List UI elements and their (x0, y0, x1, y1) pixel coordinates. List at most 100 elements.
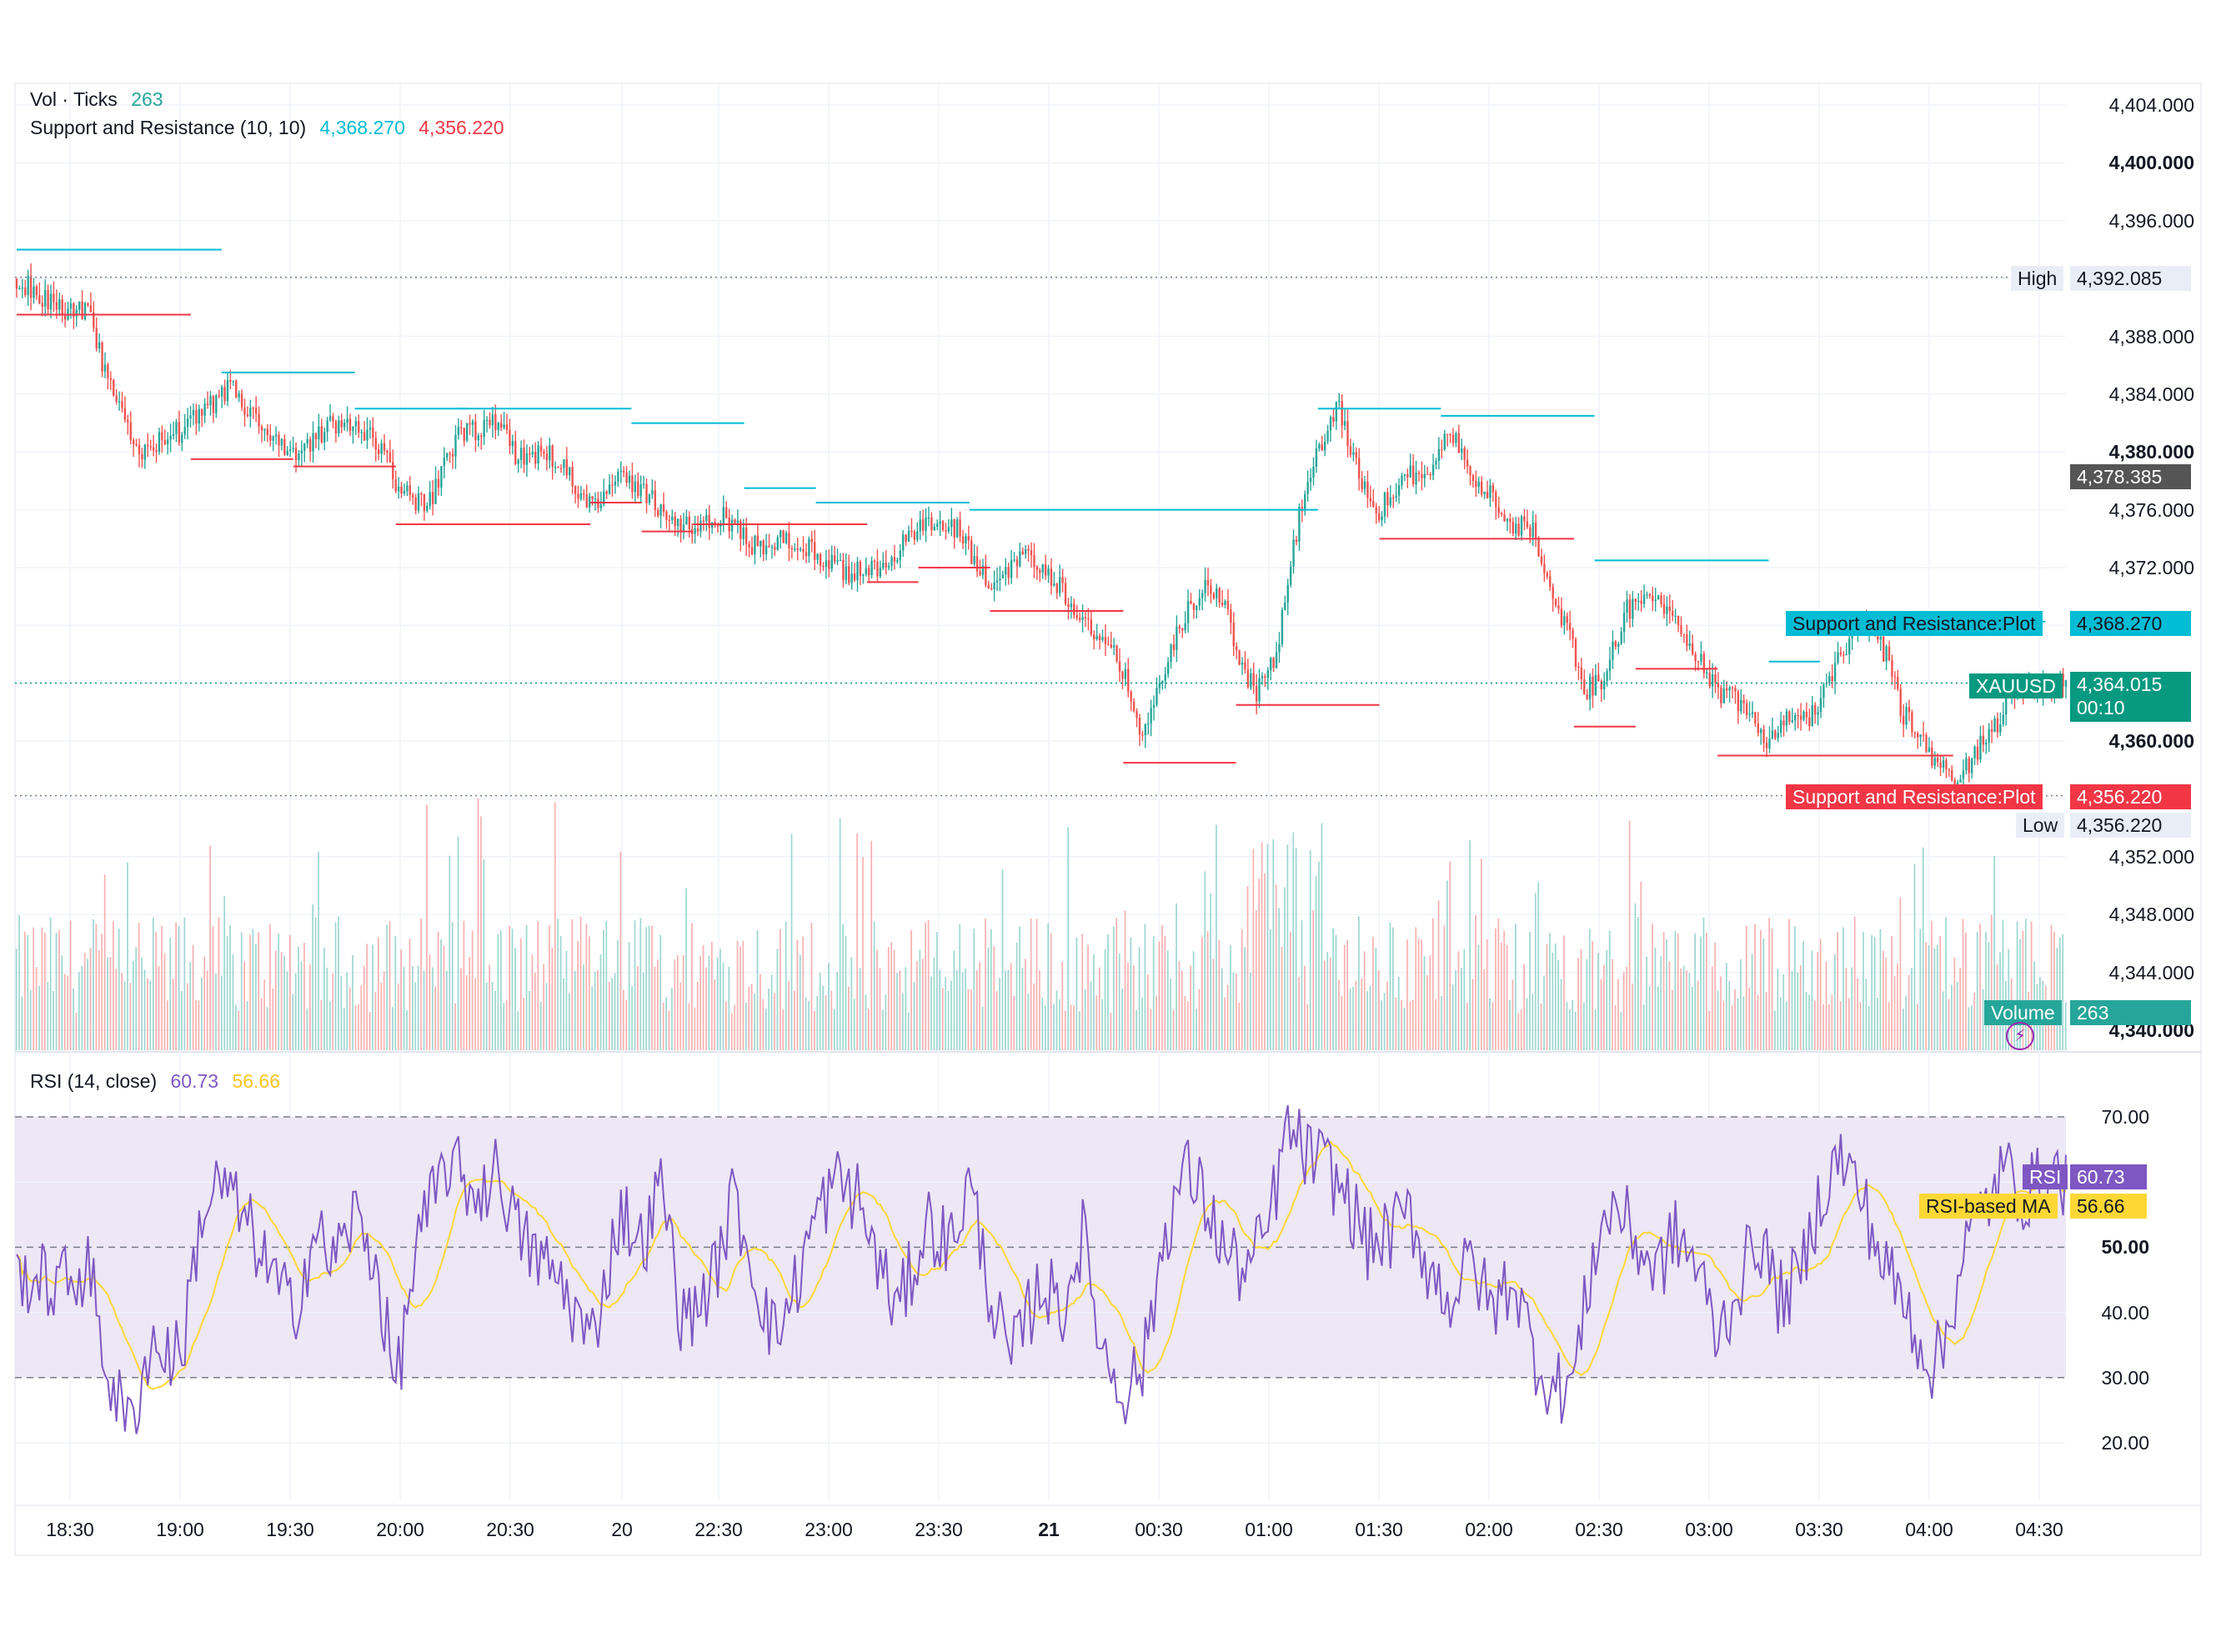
time-tick-label: 19:30 (266, 1519, 314, 1540)
volume-bar (294, 973, 297, 1050)
candle-body (394, 478, 397, 492)
volume-bar (1779, 997, 1782, 1050)
volume-bar (1156, 996, 1157, 1050)
candle-body (1281, 609, 1284, 644)
volume-bar (2053, 931, 2055, 1050)
volume-bar (867, 1009, 870, 1050)
candle-body (1270, 658, 1272, 671)
volume-bar (1606, 950, 1608, 1050)
volume-bar (599, 954, 602, 1050)
lightning-icon[interactable]: ⚡ (2006, 1022, 2034, 1050)
volume-bar (631, 986, 633, 1050)
candle-body (1822, 683, 1825, 698)
candle-body (719, 523, 722, 527)
high-label-name: High (2011, 266, 2064, 291)
time-tick-label: 18:30 (46, 1519, 94, 1540)
candle-body (195, 409, 198, 424)
volume-bar (1403, 1007, 1406, 1050)
volume-bar (1506, 945, 1508, 1050)
volume-bar (252, 929, 254, 1050)
candle-body (346, 418, 348, 423)
candle-body (790, 548, 794, 549)
candle-body (699, 520, 702, 532)
volume-bar (1848, 998, 1850, 1050)
candle-body (1583, 679, 1586, 695)
candle-body (1152, 704, 1156, 708)
candle-body (1982, 735, 1985, 745)
volume-bar (529, 991, 530, 1050)
candle-body (260, 426, 263, 431)
volume-bar (505, 1000, 508, 1050)
rsi-legend-value: 60.73 (170, 1070, 219, 1092)
volume-bar (913, 981, 915, 1050)
candle-body (563, 458, 565, 468)
volume-bar (1443, 925, 1446, 1050)
volume-bar (668, 1010, 670, 1050)
candle-body (1497, 507, 1500, 513)
volume-bar (1988, 942, 1990, 1050)
candle-body (1560, 608, 1563, 626)
candle-body (1848, 638, 1851, 655)
volume-bar (927, 920, 930, 1050)
volume-bar (181, 991, 183, 1050)
candle-body (1580, 667, 1583, 680)
candle-body (360, 432, 363, 433)
volume-bar (243, 961, 246, 1050)
volume-bar (1118, 953, 1121, 1050)
volume-bar (1774, 1010, 1776, 1050)
volume-bar (220, 976, 223, 1050)
volume-bar (1087, 944, 1089, 1050)
candle-body (127, 419, 129, 423)
volume-bar (1660, 956, 1662, 1050)
candle-body (705, 514, 708, 521)
candle-body (1962, 770, 1965, 779)
candle-body (1306, 482, 1309, 494)
volume-bar (1748, 987, 1751, 1050)
candle-body (637, 481, 639, 497)
volume-bar (1722, 1001, 1725, 1050)
volume-bar (579, 916, 582, 1050)
volume-bar (691, 923, 693, 1050)
candle-body (172, 433, 175, 436)
candle-body (885, 563, 887, 568)
candle-body (1936, 758, 1939, 763)
candle-body (523, 448, 525, 465)
candle-body (856, 561, 859, 581)
candle-body (183, 427, 186, 435)
volume-bar (1973, 992, 1976, 1050)
volume-bar (865, 994, 867, 1050)
volume-bar (973, 928, 975, 1050)
volume-bar (1839, 1001, 1842, 1050)
volume-bar (603, 929, 604, 1050)
volume-bar (802, 936, 805, 1050)
candle-body (1993, 718, 1996, 733)
candle-body (634, 481, 637, 493)
candle-body (320, 426, 323, 443)
candle-body (1877, 636, 1879, 640)
volume-bar (1959, 968, 1962, 1050)
volume-bar (1181, 970, 1183, 1050)
volume-bar (1224, 997, 1226, 1050)
volume-bar (808, 1001, 810, 1050)
volume-bar (662, 1002, 664, 1050)
support-plot-value: 4,356.220 (2070, 784, 2191, 809)
volume-bar (1329, 957, 1331, 1050)
volume-bar (1312, 910, 1314, 1050)
volume-bar (730, 1013, 733, 1050)
candle-body (529, 453, 531, 455)
volume-bar (163, 953, 166, 1050)
candle-body (1734, 688, 1737, 692)
candle-body (477, 435, 480, 441)
volume-bar (1574, 1011, 1577, 1050)
volume-bar (1515, 923, 1517, 1050)
candle-body (1196, 605, 1198, 610)
volume-bar (830, 990, 833, 1050)
volume-bar (2024, 919, 2027, 1050)
volume-bar (799, 954, 801, 1050)
volume-bar (89, 948, 92, 1050)
candle-body (836, 560, 839, 562)
candle-body (109, 378, 113, 380)
candle-body (499, 423, 503, 428)
candle-body (73, 303, 75, 317)
